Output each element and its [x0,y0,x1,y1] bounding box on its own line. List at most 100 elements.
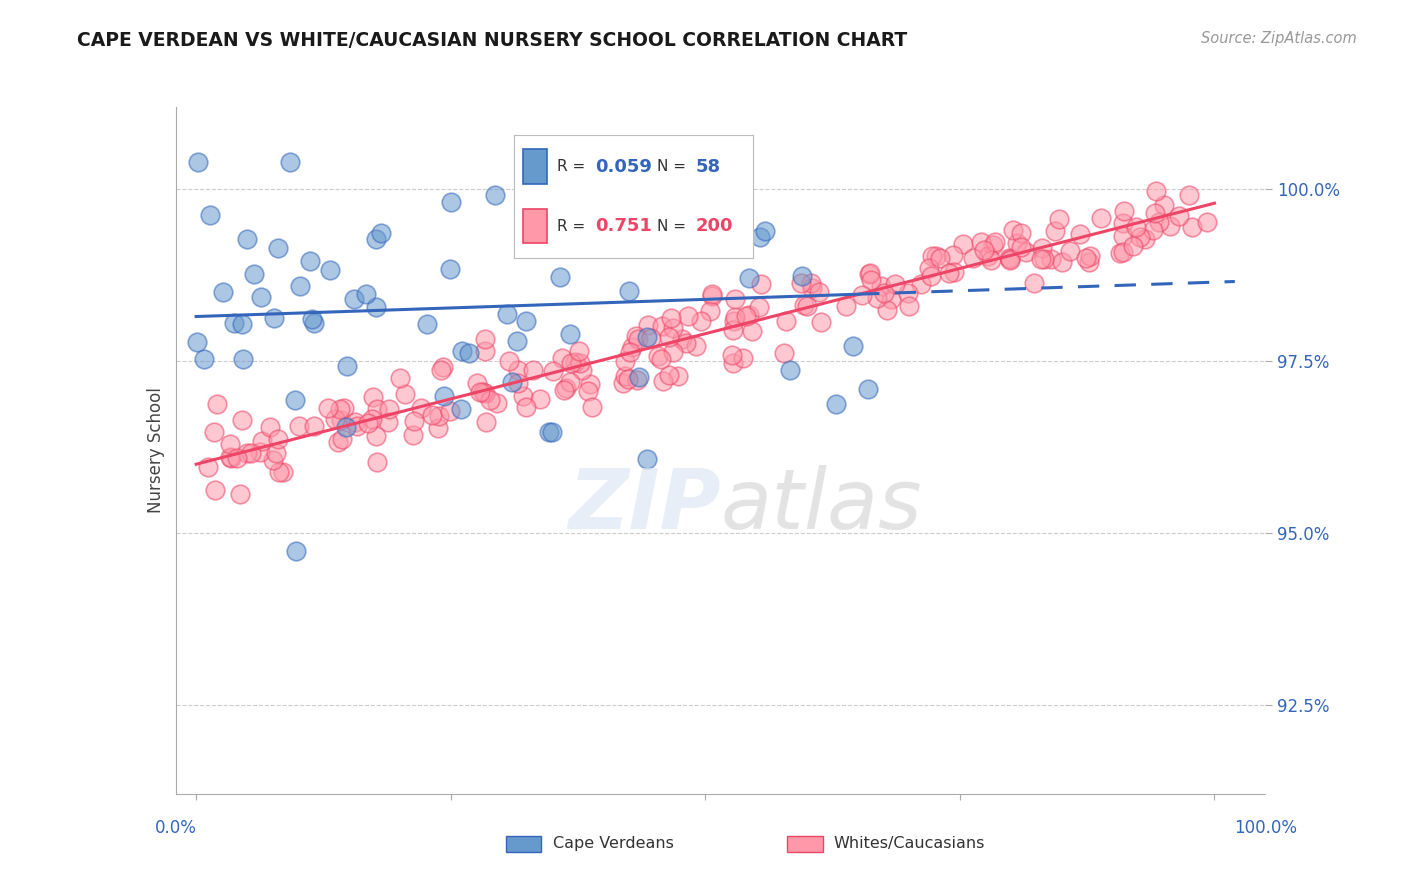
Text: R =: R = [557,219,585,234]
Point [501,375,523,389]
Point [650,352,672,367]
Point [866,291,889,305]
Point [236,232,259,246]
Point [1032,252,1054,266]
Point [548,270,571,285]
Point [1143,205,1166,219]
Point [389,370,412,384]
Text: 100.0%: 100.0% [1234,819,1296,837]
Text: Cape Verdeans: Cape Verdeans [553,837,673,851]
Point [541,364,564,378]
Point [748,300,770,314]
Point [627,156,650,170]
Point [1043,224,1066,238]
Point [267,465,290,479]
Point [471,385,494,400]
Point [378,401,401,416]
Point [952,237,974,252]
Bar [523,149,547,184]
Point [754,225,776,239]
Point [484,188,506,202]
Point [626,332,648,346]
Point [540,425,562,440]
Point [1112,228,1135,243]
Point [205,397,228,411]
Point [1114,204,1136,219]
Point [336,359,359,373]
Point [942,248,965,262]
Point [626,328,648,343]
Point [918,260,941,275]
Point [198,208,221,222]
Point [212,285,235,299]
Text: 200: 200 [696,217,734,235]
Point [981,238,1004,252]
Point [551,351,574,366]
Point [364,429,387,443]
Point [626,373,648,387]
Point [328,434,350,449]
Point [243,267,266,281]
Point [288,279,311,293]
Point [231,317,253,331]
Text: 0.059: 0.059 [595,158,652,176]
Point [636,329,658,343]
Text: Whites/Caucasians: Whites/Caucasians [834,837,986,851]
Point [346,418,368,433]
Point [1133,232,1156,246]
Point [330,433,353,447]
Point [364,232,387,246]
Point [366,300,388,314]
Point [204,483,226,497]
Point [1109,246,1132,260]
Point [734,309,756,323]
Point [439,262,461,277]
Point [329,413,352,427]
Point [1074,252,1097,266]
Point [1031,252,1053,266]
Text: 0.0%: 0.0% [155,819,197,837]
Text: ZIP: ZIP [568,465,721,546]
Y-axis label: Nursery School: Nursery School [146,387,165,514]
Point [229,486,252,500]
Point [202,425,225,439]
Point [1050,255,1073,269]
Point [439,404,461,418]
Point [450,401,472,416]
Point [976,249,998,263]
Point [1069,227,1091,241]
Point [700,289,723,303]
Point [883,277,905,292]
Point [222,316,245,330]
Point [876,302,898,317]
Point [193,352,215,367]
Point [1005,235,1028,250]
Point [280,155,302,169]
Point [873,285,896,300]
Point [361,412,384,426]
Point [576,384,599,398]
Point [724,310,747,324]
Text: CAPE VERDEAN VS WHITE/CAUCASIAN NURSERY SCHOOL CORRELATION CHART: CAPE VERDEAN VS WHITE/CAUCASIAN NURSERY … [77,31,908,50]
Text: 58: 58 [696,158,721,176]
Point [676,310,699,324]
Point [252,434,274,449]
Point [723,313,745,327]
Point [231,413,253,427]
Point [335,420,357,434]
Point [869,279,891,293]
Point [1078,249,1101,263]
Point [619,344,641,359]
Point [749,277,772,292]
Point [218,450,240,464]
Point [897,299,920,313]
Point [506,334,529,348]
Point [432,360,454,375]
Point [529,392,551,406]
Point [271,465,294,479]
Point [186,334,208,349]
Point [451,343,474,358]
Point [416,317,439,331]
Point [1181,219,1204,234]
Point [1078,255,1101,269]
